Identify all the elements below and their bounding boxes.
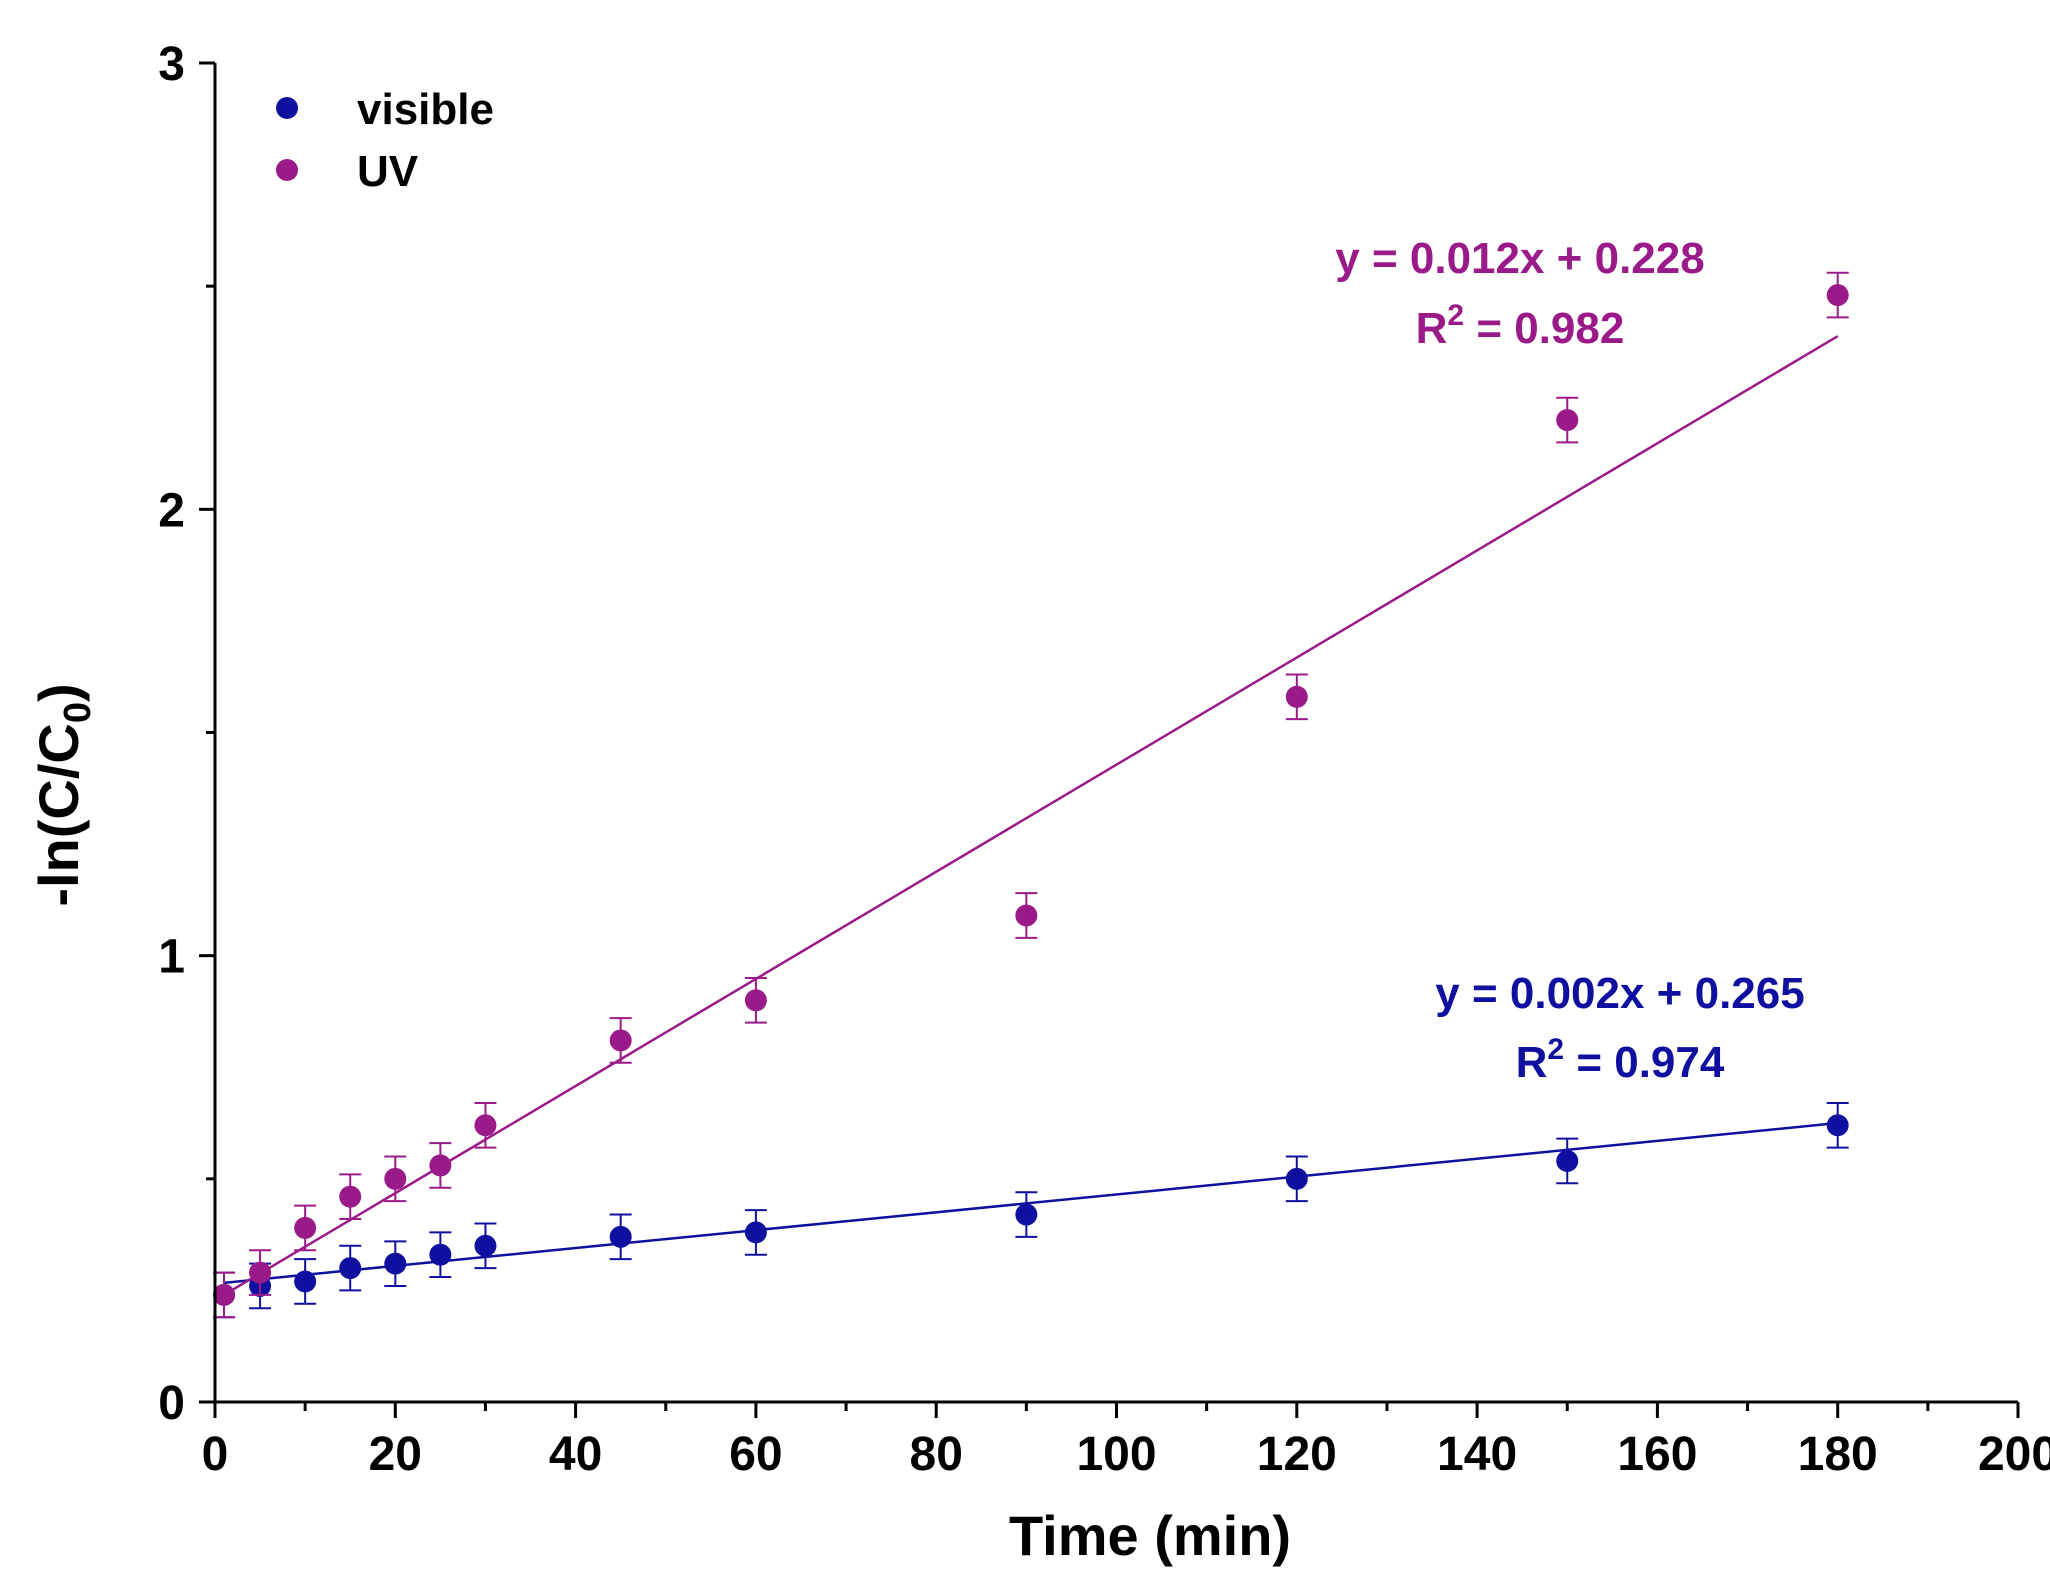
- uv-data-point: [1285, 685, 1308, 708]
- legend-marker-visible: [276, 97, 298, 119]
- visible-fit-r2: R2 = 0.974: [1516, 1033, 1725, 1087]
- series-visible: [213, 1101, 1849, 1319]
- plot-area: [213, 271, 1849, 1319]
- x-tick-label: 100: [1076, 1428, 1156, 1481]
- uv-data-point: [249, 1261, 272, 1284]
- legend-label-uv: UV: [357, 147, 419, 196]
- uv-data-point: [1826, 284, 1849, 307]
- uv-data-point: [339, 1185, 362, 1208]
- uv-data-point: [1015, 904, 1038, 927]
- uv-data-point: [744, 989, 767, 1012]
- uv-r2-value: = 0.982: [1464, 304, 1624, 353]
- visible-r2-value: = 0.974: [1564, 1038, 1725, 1087]
- visible-data-point: [1015, 1203, 1038, 1226]
- y-tick-label: 2: [158, 484, 185, 537]
- visible-r2-superscript: 2: [1547, 1033, 1564, 1066]
- uv-fit-line: [223, 335, 1839, 1296]
- visible-data-point: [384, 1252, 407, 1275]
- uv-r2-superscript: 2: [1447, 299, 1464, 332]
- y-tick-label: 0: [158, 1377, 185, 1430]
- legend: visible UV: [276, 85, 494, 196]
- x-tick-label: 0: [202, 1428, 229, 1481]
- legend-marker-uv: [276, 159, 298, 181]
- uv-data-point: [213, 1283, 236, 1306]
- uv-data-point: [474, 1114, 497, 1137]
- visible-data-point: [339, 1257, 362, 1280]
- x-axis-title: Time (min): [1009, 1504, 1291, 1567]
- visible-data-point: [429, 1243, 452, 1266]
- x-tick-label: 60: [729, 1428, 782, 1481]
- uv-r2-prefix: R: [1416, 304, 1448, 353]
- uv-data-point: [1556, 409, 1579, 432]
- visible-r2-prefix: R: [1516, 1038, 1548, 1087]
- y-tick-label: 3: [158, 38, 185, 91]
- series-uv: [213, 271, 1849, 1319]
- uv-fit-equation: y = 0.012x + 0.228: [1335, 234, 1704, 283]
- x-tick-label: 80: [910, 1428, 963, 1481]
- x-tick-label: 200: [1978, 1428, 2050, 1481]
- uv-fit-annotation: y = 0.012x + 0.228 R2 = 0.982: [1335, 234, 1704, 353]
- axes: 0 20 40 60 80 100 120 140 160 180 200 0 1 2 3: [158, 38, 2050, 1481]
- visible-data-point: [1556, 1149, 1579, 1172]
- uv-data-point: [294, 1216, 317, 1239]
- visible-fit-annotation: y = 0.002x + 0.265 R2 = 0.974: [1435, 969, 1804, 1087]
- uv-data-point: [384, 1167, 407, 1190]
- y-axis-title-subscript: 0: [57, 702, 99, 723]
- x-tick-label: 40: [549, 1428, 602, 1481]
- visible-fit-equation: y = 0.002x + 0.265: [1435, 969, 1804, 1018]
- x-tick-label: 160: [1617, 1428, 1697, 1481]
- x-tick-label: 140: [1437, 1428, 1517, 1481]
- x-tick-label: 120: [1257, 1428, 1337, 1481]
- visible-data-point: [1285, 1167, 1308, 1190]
- y-axis-title-main: -ln(C/C: [27, 723, 90, 907]
- legend-label-visible: visible: [357, 85, 494, 134]
- visible-data-point: [1826, 1114, 1849, 1137]
- uv-fit-r2: R2 = 0.982: [1416, 299, 1625, 353]
- y-axis-title-end: ): [27, 683, 90, 702]
- uv-data-point: [429, 1154, 452, 1177]
- visible-fit-line: [223, 1121, 1838, 1285]
- y-tick-label: 1: [158, 931, 185, 984]
- visible-data-point: [474, 1234, 497, 1257]
- x-tick-label: 20: [369, 1428, 422, 1481]
- visible-data-point: [744, 1221, 767, 1244]
- x-tick-label: 180: [1798, 1428, 1878, 1481]
- uv-data-point: [609, 1029, 632, 1052]
- y-axis-title: -ln(C/C0): [27, 683, 99, 906]
- visible-data-point: [294, 1270, 317, 1293]
- visible-data-point: [609, 1225, 632, 1248]
